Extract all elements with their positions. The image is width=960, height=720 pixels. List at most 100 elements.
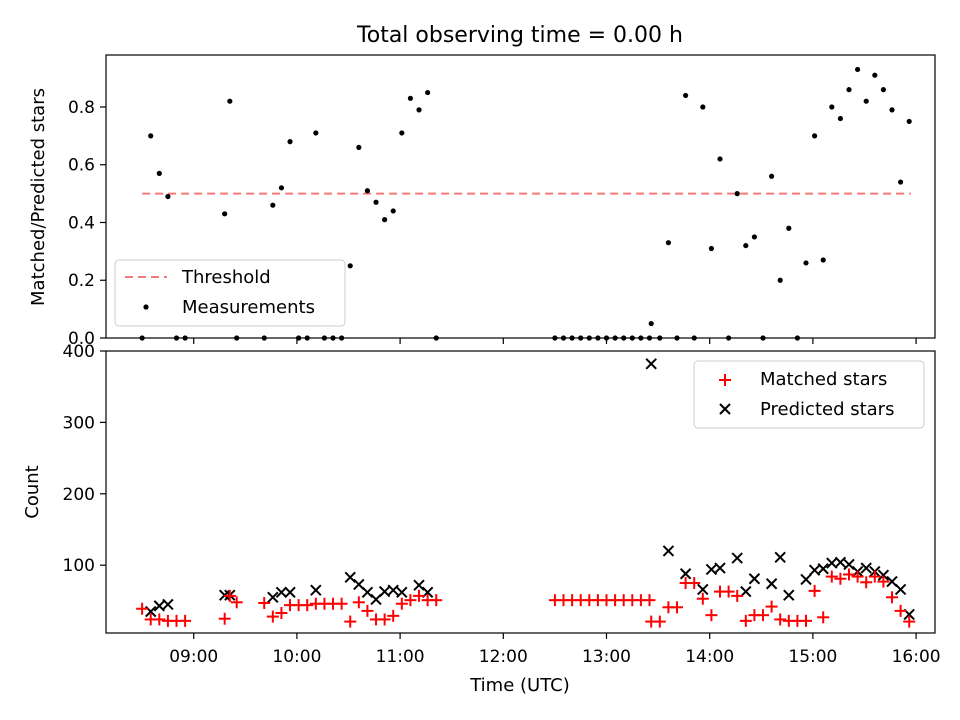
legend-predicted-swatch <box>719 403 731 415</box>
matched-point <box>179 614 192 627</box>
measurement-point <box>139 335 145 341</box>
measurement-point <box>578 335 584 341</box>
count-x-tick-label: 10:00 <box>272 647 321 667</box>
count-y-tick-label: 100 <box>63 556 95 576</box>
measurement-point <box>416 107 422 113</box>
ratio-plot-frame <box>105 54 936 339</box>
matched-point <box>153 613 166 626</box>
predicted-point <box>843 558 855 571</box>
predicted-point <box>705 563 718 576</box>
ratio-y-tick-label: 0.2 <box>68 271 95 291</box>
measurement-point <box>880 87 887 93</box>
predicted-point <box>894 583 907 596</box>
measurement-point <box>734 191 740 197</box>
matched-point <box>387 609 400 622</box>
ratio-y-ticks: 0.0 0.2 0.4 0.6 0.8 <box>68 98 106 349</box>
count-plot-frame <box>105 350 936 634</box>
predicted-point <box>834 556 847 569</box>
legend-threshold-label: Threshold <box>181 267 271 288</box>
matched-point <box>731 589 744 602</box>
measurement-point <box>760 335 766 341</box>
predicted-point <box>714 562 726 574</box>
measurement-point <box>906 118 912 125</box>
matched-point <box>696 592 709 605</box>
measurement-point <box>234 335 240 341</box>
measurement-point <box>646 335 653 341</box>
matched-point <box>378 613 391 626</box>
measurement-point <box>846 87 852 93</box>
matched-point <box>886 591 899 604</box>
measurement-point <box>165 193 171 200</box>
measurement-point <box>603 335 610 341</box>
predicted-point <box>361 586 374 599</box>
measurement-point <box>382 217 388 223</box>
ratio-legend: Threshold Measurements <box>114 259 346 327</box>
measurement-point <box>304 335 310 341</box>
measurement-point <box>287 139 293 145</box>
measurement-point <box>560 335 567 341</box>
measurement-point <box>872 72 878 78</box>
count-legend-box <box>693 360 925 429</box>
count-y-tick-label: 300 <box>63 413 95 433</box>
predicted-point <box>817 563 829 575</box>
matched-point <box>266 610 279 623</box>
matched-point <box>671 601 684 614</box>
measurement-point <box>330 335 336 341</box>
count-y-tick-label: 400 <box>63 342 95 362</box>
measurement-point <box>399 130 405 136</box>
predicted-point <box>697 583 709 596</box>
predicted-point <box>731 552 743 564</box>
count-x-tick-label: 09:00 <box>169 647 218 667</box>
measurement-point <box>296 335 302 341</box>
measurement-point <box>708 245 715 252</box>
measurement-point <box>612 335 618 341</box>
measurement-point <box>898 179 904 185</box>
matched-point <box>705 609 718 622</box>
measurement-point <box>717 156 723 162</box>
measurement-point <box>390 208 396 214</box>
measurement-point <box>364 188 371 194</box>
matched-point <box>834 572 847 585</box>
matched-point <box>688 577 701 590</box>
count-x-tick-label: 13:00 <box>582 647 631 667</box>
measurement-point <box>855 66 861 73</box>
measurement-point <box>227 98 233 104</box>
matched-point <box>404 594 417 607</box>
predicted-point <box>765 578 778 590</box>
count-y-axis-label: Count <box>22 465 43 518</box>
predicted-point <box>413 579 425 591</box>
measurement-point <box>691 335 697 341</box>
predicted-point <box>645 358 657 370</box>
legend-measurements-label: Measurements <box>182 297 315 318</box>
measurement-point <box>313 130 319 136</box>
ratio-legend-box <box>114 259 346 327</box>
figure-title: Total observing time = 0.00 h <box>356 23 683 48</box>
matched-point <box>800 614 813 627</box>
predicted-point <box>153 600 166 612</box>
predicted-point <box>396 586 408 599</box>
measurement-point <box>425 89 431 96</box>
ratio-y-axis-label: Matched/Predicted stars <box>28 88 49 306</box>
predicted-point <box>662 545 675 557</box>
matched-point <box>361 604 374 617</box>
matched-point <box>413 589 426 602</box>
matched-point <box>275 607 288 620</box>
measurement-point <box>261 335 267 341</box>
measurement-point <box>638 335 644 341</box>
measurement-point <box>820 257 826 263</box>
measurement-point <box>829 104 835 110</box>
legend-matched-label: Matched stars <box>760 369 887 390</box>
matched-point <box>894 604 907 617</box>
matched-point <box>218 612 231 625</box>
measurement-point <box>769 173 775 179</box>
predicted-point <box>783 589 795 601</box>
measurement-point <box>794 335 801 341</box>
predicted-point <box>679 568 692 580</box>
measurement-point <box>812 133 818 139</box>
matched-point <box>722 585 735 598</box>
predicted-point <box>774 551 786 564</box>
measurement-point <box>595 335 601 341</box>
predicted-point <box>284 586 296 599</box>
matched-point <box>774 613 787 626</box>
